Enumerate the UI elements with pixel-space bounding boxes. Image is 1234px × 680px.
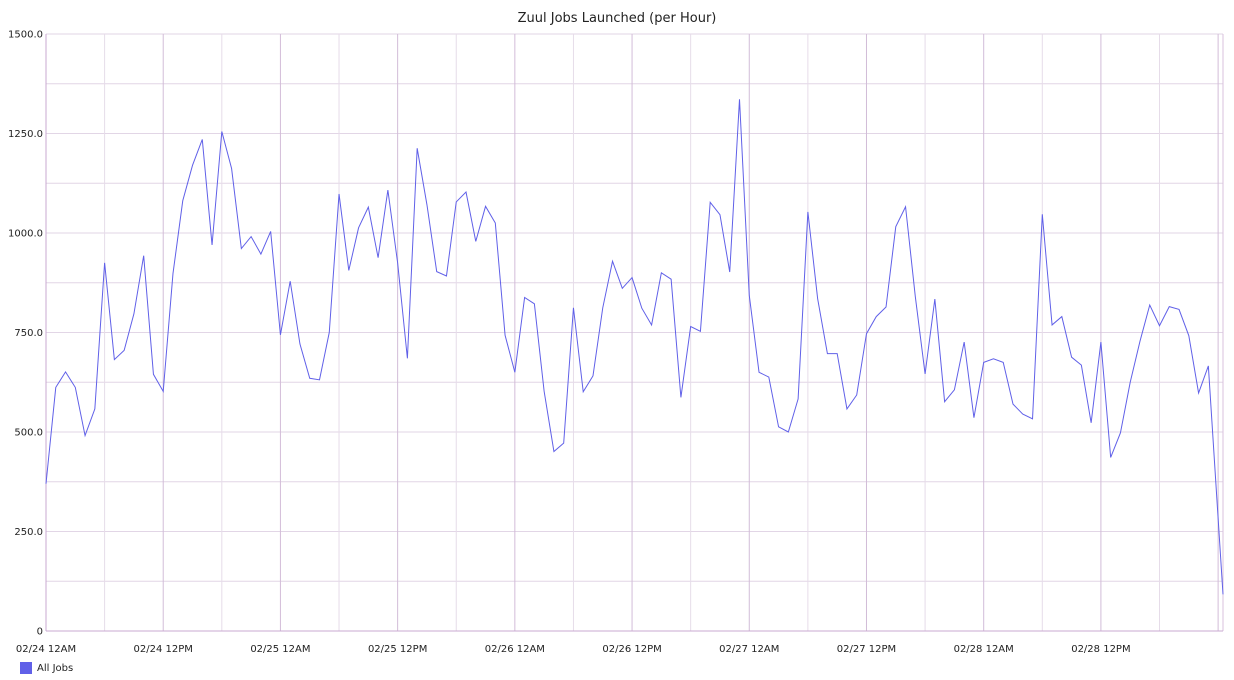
y-tick-label: 500.0: [14, 428, 43, 439]
y-tick-label: 0: [37, 627, 43, 638]
y-tick-label: 750.0: [14, 328, 43, 339]
x-tick-label: 02/27 12AM: [719, 644, 779, 655]
y-tick-label: 250.0: [14, 527, 43, 538]
x-axis-ticks: 02/24 12AM 02/24 12PM 02/25 12AM 02/25 12PM…: [16, 644, 1131, 655]
y-tick-label: 1250.0: [8, 129, 43, 140]
x-tick-label: 02/25 12AM: [250, 644, 310, 655]
x-tick-label: 02/28 12AM: [954, 644, 1014, 655]
x-tick-label: 02/28 12PM: [1071, 644, 1130, 655]
x-tick-label: 02/27 12PM: [837, 644, 896, 655]
x-tick-label: 02/26 12PM: [602, 644, 661, 655]
x-tick-label: 02/24 12AM: [16, 644, 76, 655]
y-tick-label: 1000.0: [8, 229, 43, 240]
legend-swatch-all-jobs: [20, 662, 32, 674]
chart-title: Zuul Jobs Launched (per Hour): [518, 11, 717, 26]
axes: [45, 34, 1224, 632]
grid: [45, 33, 1223, 632]
y-tick-label: 1500.0: [8, 30, 43, 41]
series-line-all-jobs: [45, 99, 1224, 595]
legend: All Jobs: [20, 662, 73, 674]
x-tick-label: 02/24 12PM: [134, 644, 193, 655]
x-tick-label: 02/25 12PM: [368, 644, 427, 655]
legend-label-all-jobs: All Jobs: [37, 662, 74, 674]
y-axis-ticks: 0 250.0 500.0 750.0 1000.0 1250.0 1500.0: [8, 30, 43, 638]
x-tick-label: 02/26 12AM: [485, 644, 545, 655]
series-layer: [45, 99, 1224, 595]
